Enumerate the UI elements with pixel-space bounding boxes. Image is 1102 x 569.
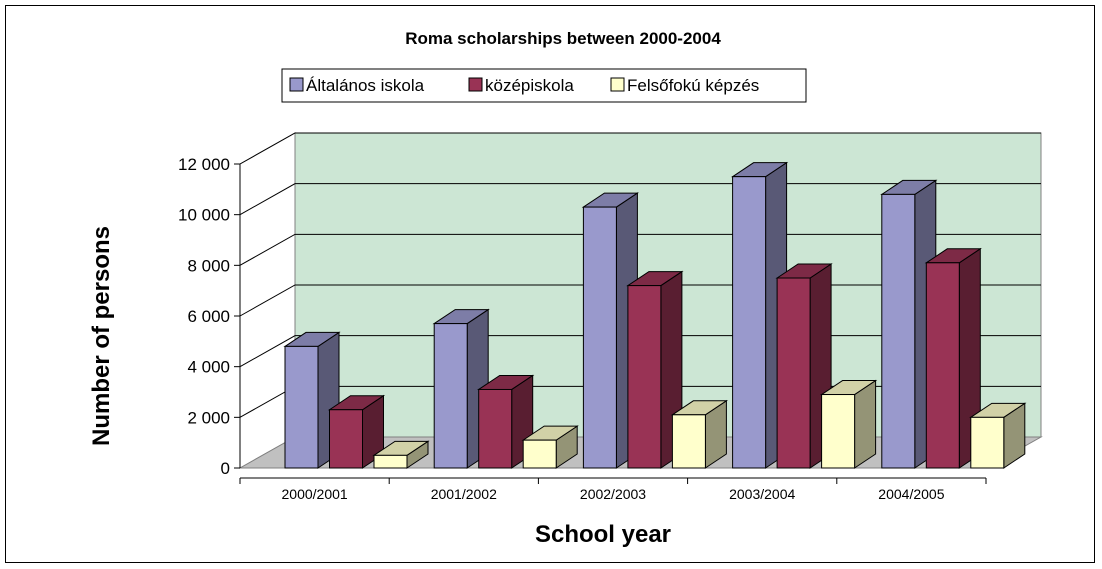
y-axis-title: Number of persons xyxy=(88,226,115,446)
legend-label-secondary-school: középiskola xyxy=(485,76,574,95)
gridline xyxy=(239,183,1041,216)
x-tick-label: 2003/2004 xyxy=(729,486,795,502)
bar-general-school-5 xyxy=(880,179,938,469)
y-axis-ticks: 0 2 000 4 000 6 000 8 000 10 000 12 000 xyxy=(178,155,241,478)
chart: Roma scholarships between 2000-2004 Álta… xyxy=(88,29,1043,548)
y-tick-label: 6 000 xyxy=(187,307,230,326)
bar-higher-education-3 xyxy=(670,399,729,469)
bar-higher-education-1 xyxy=(372,440,430,469)
legend-label-higher-education: Felsőfokú képzés xyxy=(627,76,759,95)
y-tick-label: 2 000 xyxy=(187,408,230,427)
y-tick-label: 12 000 xyxy=(178,155,230,174)
x-axis-title: School year xyxy=(535,521,671,548)
y-tick-label: 10 000 xyxy=(178,206,230,225)
legend-swatch-general-school xyxy=(289,77,304,92)
bar-higher-education-5 xyxy=(969,402,1027,469)
legend-swatch-higher-education xyxy=(610,77,625,92)
x-tick-label: 2002/2003 xyxy=(580,486,646,502)
bar-secondary-school-3 xyxy=(626,270,684,469)
bar-secondary-school-5 xyxy=(924,247,982,469)
bar-secondary-school-4 xyxy=(775,263,833,469)
legend-label-general-school: Általános iskola xyxy=(306,76,425,95)
chart-title: Roma scholarships between 2000-2004 xyxy=(405,29,721,48)
legend-frame xyxy=(281,68,807,103)
x-tick-label: 2000/2001 xyxy=(282,486,348,502)
bars xyxy=(283,161,1027,469)
x-axis-categories: 2000/2001 2001/2002 2002/2003 2003/2004 2004… xyxy=(239,477,987,502)
bar-secondary-school-1 xyxy=(327,394,386,469)
x-tick-label: 2004/2005 xyxy=(878,486,944,502)
legend: Általános iskola középiskola Felsőfokú k… xyxy=(281,68,807,103)
gridline xyxy=(239,132,1041,165)
x-tick-label: 2001/2002 xyxy=(431,486,497,502)
bar-higher-education-4 xyxy=(819,379,878,469)
chart-frame: Roma scholarships between 2000-2004 Álta… xyxy=(5,5,1095,563)
y-tick-label: 4 000 xyxy=(187,358,230,377)
y-tick-label: 8 000 xyxy=(187,256,230,275)
bar-higher-education-2 xyxy=(521,425,579,469)
bar-general-school-1 xyxy=(283,331,341,469)
legend-swatch-secondary-school xyxy=(468,77,483,92)
y-tick-label: 0 xyxy=(221,459,230,478)
gridline xyxy=(239,233,1041,266)
